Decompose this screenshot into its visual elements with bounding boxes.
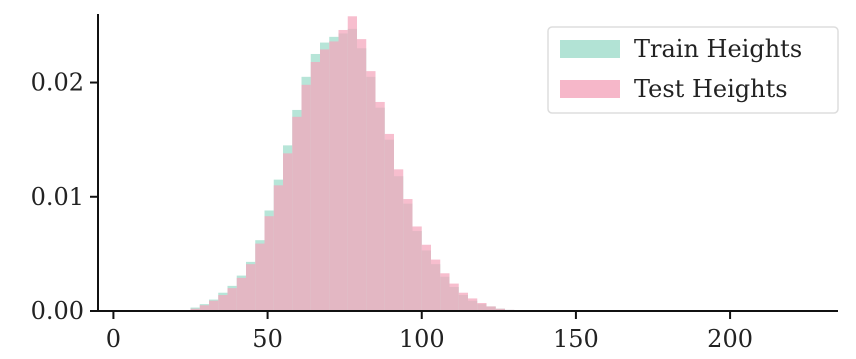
bar-test-14 <box>320 49 330 311</box>
bar-test-6 <box>246 264 256 311</box>
legend-swatch-train <box>560 40 620 58</box>
bar-test-23 <box>403 199 413 311</box>
bar-test-26 <box>431 259 441 311</box>
bar-test-27 <box>440 273 450 311</box>
bar-test-28 <box>449 283 459 311</box>
bar-test-30 <box>468 298 478 311</box>
bar-test-0 <box>190 308 200 311</box>
bar-test-13 <box>310 61 320 312</box>
bar-test-29 <box>458 292 468 311</box>
bar-test-12 <box>301 84 311 311</box>
legend-label-test: Test Heights <box>634 75 788 103</box>
y-tick-label-0: 0.00 <box>31 297 84 325</box>
bar-test-18 <box>357 39 367 311</box>
bar-test-1 <box>199 305 209 311</box>
bar-test-33 <box>495 308 505 311</box>
bar-test-16 <box>338 29 348 312</box>
legend-label-train: Train Heights <box>634 35 802 63</box>
bar-test-20 <box>375 101 385 312</box>
legend-frame <box>547 26 839 114</box>
bars-layer <box>190 16 515 312</box>
bar-test-22 <box>394 169 404 311</box>
x-ticks: 0 50 100 150 200 <box>106 311 753 353</box>
bar-test-11 <box>292 116 302 311</box>
legend: Train Heights Test Heights <box>547 26 839 114</box>
x-tick-label-0: 0 <box>106 325 121 353</box>
bar-test-32 <box>486 306 496 311</box>
bar-test-10 <box>283 153 293 311</box>
legend-swatch-test <box>560 80 620 98</box>
x-tick-label-2: 100 <box>399 325 445 353</box>
x-tick-label-3: 150 <box>553 325 599 353</box>
bar-test-19 <box>366 71 376 312</box>
bar-test-9 <box>273 185 283 311</box>
bar-test-21 <box>384 133 394 311</box>
x-tick-label-4: 200 <box>707 325 753 353</box>
bar-test-3 <box>218 295 228 311</box>
bar-test-17 <box>347 16 357 312</box>
y-ticks: 0.00 0.01 0.02 <box>31 69 98 325</box>
bar-test-4 <box>227 288 237 311</box>
y-tick-label-2: 0.02 <box>31 69 84 97</box>
bar-test-25 <box>421 244 431 311</box>
bar-test-8 <box>264 216 274 311</box>
y-tick-label-1: 0.01 <box>31 183 84 211</box>
bar-test-15 <box>329 41 339 312</box>
bar-test-24 <box>412 226 422 311</box>
bar-test-5 <box>236 277 246 311</box>
x-tick-label-1: 50 <box>252 325 283 353</box>
bar-test-31 <box>477 303 487 311</box>
bar-test-7 <box>255 243 265 311</box>
bar-test-2 <box>209 300 219 311</box>
